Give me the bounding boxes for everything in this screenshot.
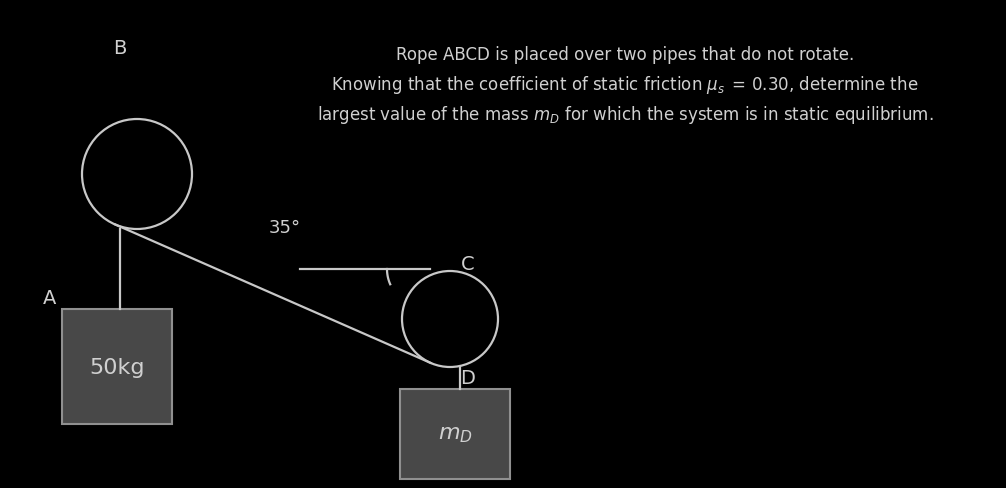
Text: $m_D$: $m_D$	[438, 424, 473, 444]
Bar	[400, 389, 510, 479]
Text: C: C	[461, 255, 475, 274]
Text: Rope ABCD is placed over two pipes that do not rotate.: Rope ABCD is placed over two pipes that …	[396, 46, 854, 64]
Text: A: A	[43, 288, 56, 307]
Text: D: D	[461, 368, 476, 386]
Bar	[62, 309, 172, 424]
Text: B: B	[114, 39, 127, 58]
Text: largest value of the mass $m_D$ for which the system is in static equilibrium.: largest value of the mass $m_D$ for whic…	[317, 104, 934, 126]
Text: 35°: 35°	[269, 219, 301, 237]
Text: 50kg: 50kg	[90, 357, 145, 377]
Text: Knowing that the coefficient of static friction $\mu_s\,$ = 0.30, determine the: Knowing that the coefficient of static f…	[331, 74, 918, 96]
